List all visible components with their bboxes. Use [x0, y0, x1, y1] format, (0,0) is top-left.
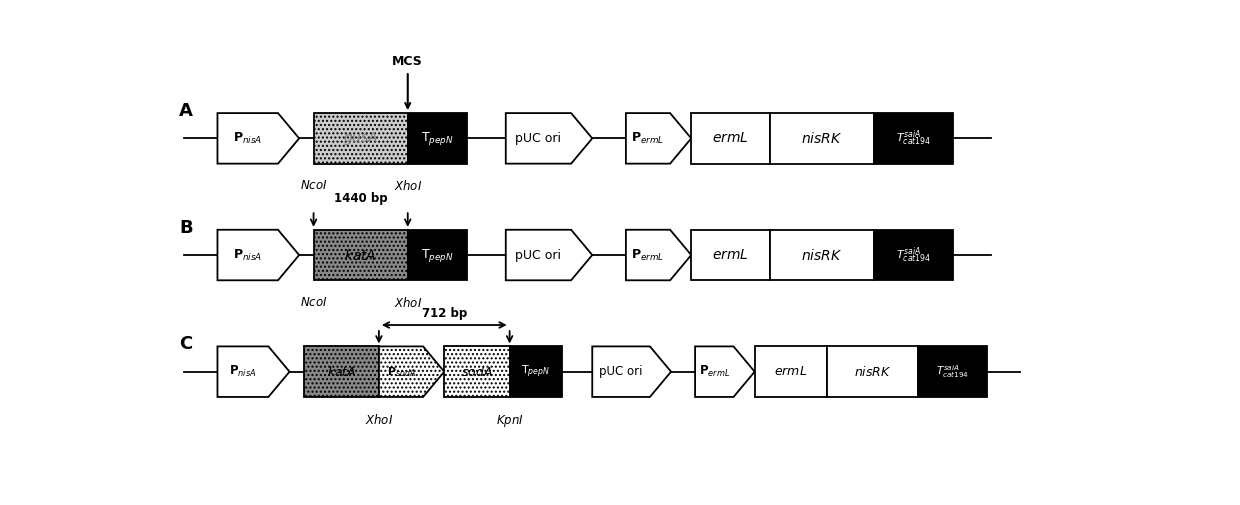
Bar	[691, 230, 770, 280]
Bar	[755, 346, 827, 397]
Bar	[874, 230, 952, 280]
Text: $\mathit{sodA}$: $\mathit{sodA}$	[461, 365, 492, 379]
Text: C: C	[179, 335, 192, 353]
Text: $\mathit{gusA}$: $\mathit{gusA}$	[343, 130, 378, 147]
Text: $\mathbf{P}$$_{nisA}$: $\mathbf{P}$$_{nisA}$	[233, 131, 263, 146]
Text: pUC ori: pUC ori	[599, 365, 642, 378]
Polygon shape	[593, 346, 671, 397]
Bar	[304, 346, 379, 397]
Polygon shape	[379, 346, 444, 397]
Bar	[314, 113, 408, 164]
Text: pUC ori: pUC ori	[516, 132, 562, 145]
Bar	[408, 113, 467, 164]
Bar	[314, 230, 408, 280]
Bar	[444, 346, 510, 397]
Text: $\mathbf{P}$$_{nisA}$: $\mathbf{P}$$_{nisA}$	[229, 364, 257, 379]
Text: $\mathit{ermL}$: $\mathit{ermL}$	[712, 248, 749, 262]
Text: $\mathbf{P}$$_{nisA}$: $\mathbf{P}$$_{nisA}$	[233, 247, 263, 263]
Text: $T^{saiA}_{cat194}$: $T^{saiA}_{cat194}$	[936, 363, 970, 380]
Text: T$_{pepN}$: T$_{pepN}$	[422, 130, 454, 147]
Polygon shape	[626, 113, 691, 164]
Text: A: A	[179, 102, 193, 120]
Text: $\mathit{ermL}$: $\mathit{ermL}$	[774, 365, 807, 378]
Bar	[770, 113, 874, 164]
Text: $\mathit{katA}$: $\mathit{katA}$	[345, 247, 377, 263]
Text: $\mathit{nisRK}$: $\mathit{nisRK}$	[801, 247, 843, 263]
Polygon shape	[506, 230, 593, 280]
Text: $\mathbf{P}$$_{ermL}$: $\mathbf{P}$$_{ermL}$	[698, 364, 730, 379]
Text: T$_{pepN}$: T$_{pepN}$	[522, 364, 551, 380]
Bar	[918, 346, 987, 397]
Text: MCS: MCS	[392, 56, 423, 108]
Bar	[691, 113, 770, 164]
Text: $T^{saiA}_{cat194}$: $T^{saiA}_{cat194}$	[895, 129, 931, 148]
Text: $T^{saiA}_{cat194}$: $T^{saiA}_{cat194}$	[895, 245, 931, 265]
Text: $\mathit{Xho}$I: $\mathit{Xho}$I	[393, 179, 422, 193]
Text: $\mathit{Kpn}$I: $\mathit{Kpn}$I	[496, 413, 523, 429]
Polygon shape	[217, 230, 299, 280]
Text: $\mathit{nisRK}$: $\mathit{nisRK}$	[801, 131, 843, 146]
Polygon shape	[217, 113, 299, 164]
Text: $\mathbf{P}$$_{ermL}$: $\mathbf{P}$$_{ermL}$	[631, 131, 665, 146]
Text: $\mathit{katA}$: $\mathit{katA}$	[326, 365, 356, 379]
Text: $\mathit{Xho}$I: $\mathit{Xho}$I	[393, 296, 422, 310]
Text: $\mathit{ermL}$: $\mathit{ermL}$	[712, 131, 749, 145]
Polygon shape	[626, 230, 691, 280]
Text: 712 bp: 712 bp	[422, 308, 467, 320]
Text: $\mathbf{P}$$_{ermL}$: $\mathbf{P}$$_{ermL}$	[631, 247, 665, 263]
Polygon shape	[506, 113, 593, 164]
Text: pUC ori: pUC ori	[516, 248, 562, 262]
Bar	[510, 346, 563, 397]
Text: 1440 bp: 1440 bp	[334, 192, 387, 205]
Text: $\mathbf{P}$$_{sodA}$: $\mathbf{P}$$_{sodA}$	[387, 365, 415, 379]
Text: $\mathit{Xho}$I: $\mathit{Xho}$I	[365, 413, 393, 427]
Bar	[770, 230, 874, 280]
Bar	[874, 113, 952, 164]
Text: $\mathit{Nco}$I: $\mathit{Nco}$I	[300, 179, 327, 192]
Text: $\mathit{nisRK}$: $\mathit{nisRK}$	[853, 365, 892, 379]
Text: T$_{pepN}$: T$_{pepN}$	[422, 246, 454, 264]
Polygon shape	[696, 346, 755, 397]
Bar	[408, 230, 467, 280]
Text: $\mathit{Nco}$I: $\mathit{Nco}$I	[300, 296, 327, 309]
Bar	[827, 346, 918, 397]
Text: B: B	[179, 219, 192, 237]
Polygon shape	[217, 346, 290, 397]
